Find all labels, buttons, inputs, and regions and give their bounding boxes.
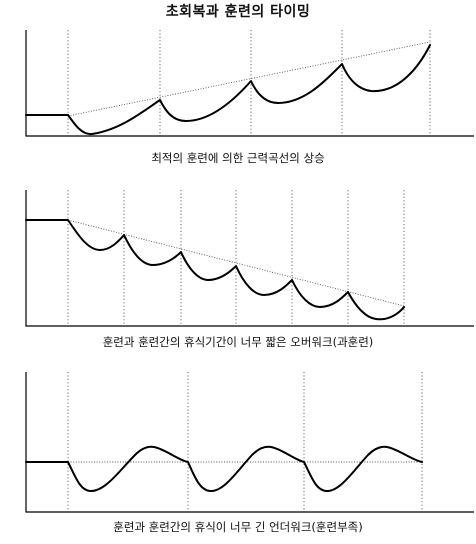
page-title: 초회복과 훈련의 타이밍 — [165, 4, 311, 20]
caption-optimal: 최적의 훈련에 의한 근력곡선의 상승 — [151, 151, 325, 165]
diagram-overwork — [25, 190, 474, 327]
strength-curve — [25, 445, 423, 493]
axes — [25, 30, 474, 137]
caption-underwork: 훈련과 훈련간의 휴식이 너무 긴 언더워크(훈련부족) — [113, 520, 363, 534]
time-grid-lines — [67, 190, 405, 326]
caption-overwork: 훈련과 훈련간의 휴식기간이 너무 짧은 오버워크(과훈련) — [102, 335, 374, 349]
time-grid-lines — [67, 372, 423, 512]
diagram-underwork — [25, 372, 474, 513]
strength-curve — [25, 219, 405, 321]
diagram-optimal-training — [25, 30, 474, 137]
axes — [25, 190, 474, 327]
axes — [25, 372, 474, 513]
rising-trend-line — [67, 41, 431, 117]
strength-curve — [25, 44, 431, 136]
time-grid-lines — [67, 30, 431, 136]
